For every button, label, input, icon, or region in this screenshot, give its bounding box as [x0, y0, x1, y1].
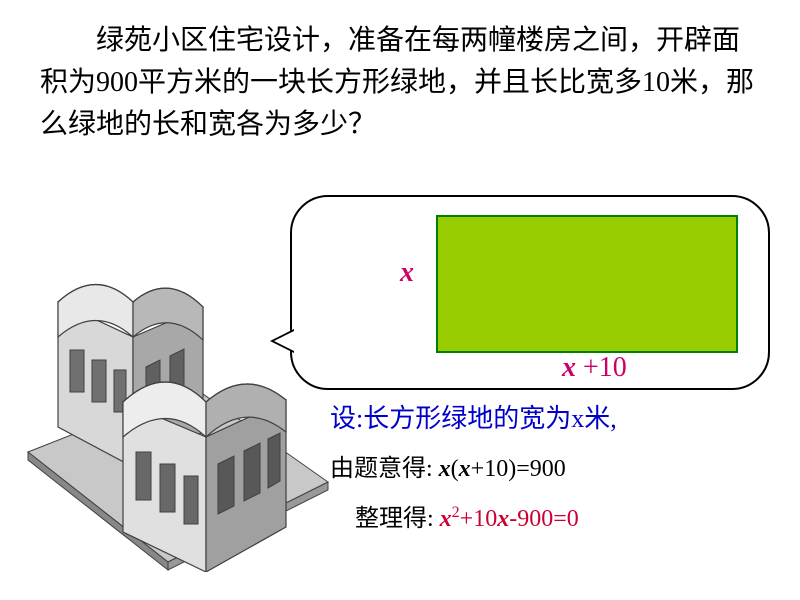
problem-text: 绿苑小区住宅设计，准备在每两幢楼房之间，开辟面积为900平方米的一块长方形绿地，…	[40, 20, 760, 146]
speech-bubble: x x +10	[290, 195, 770, 390]
length-label: x +10	[562, 352, 627, 384]
assumption-text: 设:长方形绿地的宽为x米,	[330, 398, 617, 435]
equation-1: 由题意得: x(x+10)=900	[330, 448, 566, 483]
green-rectangle	[436, 215, 738, 353]
equation-2: 整理得: x2+10x-900=0	[355, 498, 579, 533]
width-label: x	[400, 257, 414, 289]
buildings-illustration	[18, 232, 338, 572]
